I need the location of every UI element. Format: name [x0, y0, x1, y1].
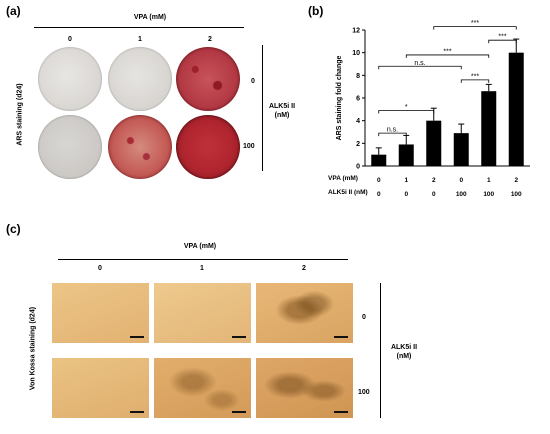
panel-b-label: (b): [308, 4, 324, 18]
panel-a-vpa-header: VPA (mM): [133, 14, 167, 21]
significance-bracket: [378, 65, 462, 70]
y-tick-label: 12: [352, 28, 360, 35]
panel-b-row-label-vpa: VPA (mM): [328, 175, 358, 182]
significance-label: *: [405, 104, 408, 111]
significance-bracket: [378, 132, 407, 137]
scale-bar: [232, 336, 246, 338]
panel-c-alk-label-line2: (nM): [396, 353, 412, 360]
bar: [508, 52, 524, 166]
panel-c-vpa-level-2: 2: [302, 265, 306, 272]
scale-bar: [130, 411, 144, 413]
panel-a-side-label: ARS staining (d24): [16, 83, 24, 146]
significance-bracket: [433, 26, 517, 30]
bar: [398, 144, 414, 166]
vpa-row-value: 2: [514, 177, 518, 184]
significance-bracket: [405, 54, 490, 58]
vpa-row-value: 2: [432, 177, 436, 184]
alk-row-value: 0: [432, 191, 436, 198]
vk-tile-vpa1-alk100: [154, 358, 251, 418]
ars-well-vpa0-alk100: [38, 115, 102, 179]
significance-label: ***: [443, 48, 451, 55]
vk-tile-vpa1-alk0: [154, 283, 251, 343]
panel-c-alk-level-100: 100: [358, 389, 370, 396]
vpa-row-value: 1: [487, 177, 491, 184]
panel-a-vpa-level-1: 1: [138, 36, 142, 43]
scale-bar: [334, 336, 348, 338]
bar: [426, 120, 442, 166]
vk-tile-vpa2-alk0: [256, 283, 353, 343]
panel-c-label: (c): [6, 222, 21, 236]
vk-tile-vpa0-alk100: [52, 358, 149, 418]
y-axis-label: ARS staining fold change: [336, 56, 343, 141]
significance-label: ***: [471, 20, 479, 27]
panel-a-vpa-level-2: 2: [208, 36, 212, 43]
scale-bar: [334, 411, 348, 413]
panel-a-alk-level-0: 0: [251, 78, 255, 85]
bar: [371, 154, 387, 166]
panel-c-vpa-level-0: 0: [98, 265, 102, 272]
significance-label: n.s.: [387, 127, 398, 134]
ars-well-vpa1-alk100: [108, 115, 172, 179]
y-tick-label: 10: [352, 50, 360, 57]
panel-c-alk-line: [380, 283, 381, 418]
ars-well-vpa1-alk0: [108, 47, 172, 111]
panel-a-vpa-header-line: [34, 27, 244, 28]
panel-b-row-label-alk: ALK5i II (nM): [328, 189, 368, 196]
y-tick-label: 2: [356, 141, 360, 148]
bar: [453, 133, 469, 166]
panel-a-vpa-level-0: 0: [68, 36, 72, 43]
bar: [481, 91, 497, 166]
panel-c-alk-level-0: 0: [362, 314, 366, 321]
ars-well-vpa2-alk100: [176, 115, 240, 179]
scale-bar: [130, 336, 144, 338]
panel-c-vpa-header: VPA (mM): [183, 243, 217, 250]
ars-well-vpa2-alk0: [176, 47, 240, 111]
significance-bracket: [488, 39, 517, 44]
alk-row-value: 100: [511, 191, 522, 198]
scale-bar: [232, 411, 246, 413]
significance-label: n.s.: [414, 60, 425, 67]
panel-c-alk-label-line1: ALK5i II: [390, 344, 418, 351]
alk-row-value: 100: [483, 191, 494, 198]
panel-a-label: (a): [6, 4, 21, 18]
significance-bracket: [460, 79, 490, 83]
panel-a-alk-line: [262, 45, 263, 171]
vk-tile-vpa0-alk0: [52, 283, 149, 343]
y-tick-label: 0: [356, 164, 360, 171]
panel-c-side-label: Von Kossa staining (d24): [29, 306, 37, 391]
y-tick-label: 8: [356, 73, 360, 80]
alk-row-value: 0: [404, 191, 408, 198]
panel-a-alk-label-line1: ALK5i II: [268, 103, 296, 110]
panel-a-alk-label-line2: (nM): [274, 112, 290, 119]
vpa-row-value: 0: [377, 177, 381, 184]
panel-c-vpa-level-1: 1: [200, 265, 204, 272]
y-tick-label: 6: [356, 96, 360, 103]
alk-row-value: 0: [377, 191, 381, 198]
vk-tile-vpa2-alk100: [256, 358, 353, 418]
significance-label: ***: [471, 73, 479, 80]
vpa-row-value: 1: [404, 177, 408, 184]
panel-a-alk-level-100: 100: [243, 143, 255, 150]
ars-well-vpa0-alk0: [38, 47, 102, 111]
panel-c-vpa-header-line: [58, 259, 348, 260]
significance-label: ***: [498, 34, 506, 41]
y-tick-label: 4: [356, 118, 360, 125]
alk-row-value: 100: [456, 191, 467, 198]
significance-bracket: [378, 110, 435, 114]
vpa-row-value: 0: [459, 177, 463, 184]
